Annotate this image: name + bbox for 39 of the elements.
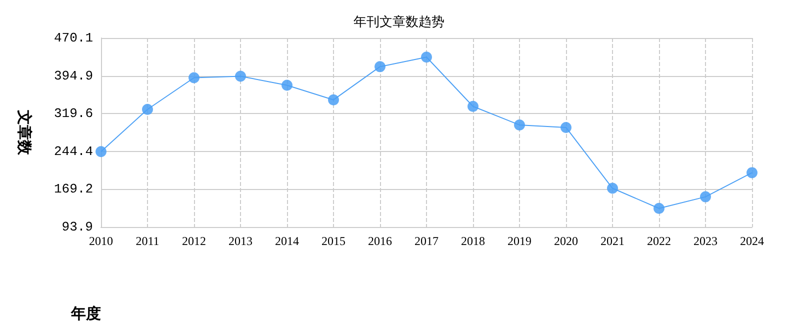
point xyxy=(607,182,618,194)
point xyxy=(746,167,758,178)
x-tick-label: 2013 xyxy=(228,234,252,248)
x-tick-label: 2016 xyxy=(368,234,392,248)
x-tick-label: 2022 xyxy=(647,234,671,248)
x-tick-label: 2012 xyxy=(182,234,206,248)
x-tick-label: 2020 xyxy=(554,234,578,248)
y-tick-label: 93.9 xyxy=(62,220,93,234)
point xyxy=(514,119,525,130)
x-tick-label: 2011 xyxy=(136,234,160,248)
y-axis-title: 文章数 xyxy=(16,109,34,156)
point xyxy=(142,104,153,115)
point xyxy=(654,202,664,214)
point xyxy=(560,122,572,133)
point xyxy=(188,72,200,84)
chart-title: 年刊文章数趋势 xyxy=(354,14,444,29)
x-tick-label: 2019 xyxy=(508,234,532,248)
x-tick-label: 2014 xyxy=(275,234,299,248)
point xyxy=(374,61,386,72)
y-tick-label: 394.9 xyxy=(54,68,93,84)
x-tick-label: 2024 xyxy=(740,234,764,248)
x-tick-label: 2015 xyxy=(322,234,346,248)
point xyxy=(700,191,711,202)
point xyxy=(235,70,246,82)
point xyxy=(468,100,478,112)
y-tick-label: 470.1 xyxy=(54,30,94,46)
x-tick-label: 2021 xyxy=(600,234,624,248)
point xyxy=(328,94,339,106)
x-tick-label: 2017 xyxy=(414,234,438,248)
point xyxy=(421,52,432,63)
x-axis-title: 年度 xyxy=(70,304,101,322)
point xyxy=(282,80,292,91)
y-tick-label: 319.6 xyxy=(54,106,93,122)
y-tick-label: 244.4 xyxy=(54,144,94,159)
x-tick-label: 2023 xyxy=(694,234,718,248)
x-tick-label: 2018 xyxy=(461,234,485,248)
x-tick-label: 2010 xyxy=(89,234,113,248)
y-tick-label: 169.2 xyxy=(54,182,93,197)
point xyxy=(96,146,106,158)
